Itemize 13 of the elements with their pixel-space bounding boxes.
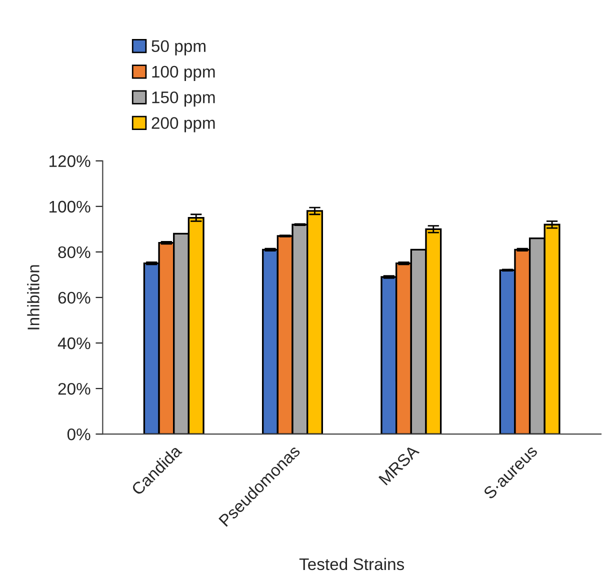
legend-label: 100 ppm: [152, 66, 215, 81]
y-tick-label: 100%: [50, 200, 90, 213]
legend-label: 150 ppm: [152, 91, 215, 107]
y-tick-label: 0%: [67, 428, 90, 440]
legend-label: 200 ppm: [152, 117, 215, 132]
x-axis-title: Tested Strains: [299, 558, 404, 570]
legend-label: 50 ppm: [152, 40, 206, 56]
y-tick-label: 60%: [58, 292, 90, 304]
y-tick-label: 20%: [58, 382, 90, 395]
y-tick-label: 120%: [50, 155, 90, 168]
y-tick-label: 40%: [58, 337, 90, 350]
y-tick-label: 80%: [58, 246, 90, 258]
y-axis-title: Inhibition: [27, 265, 40, 330]
